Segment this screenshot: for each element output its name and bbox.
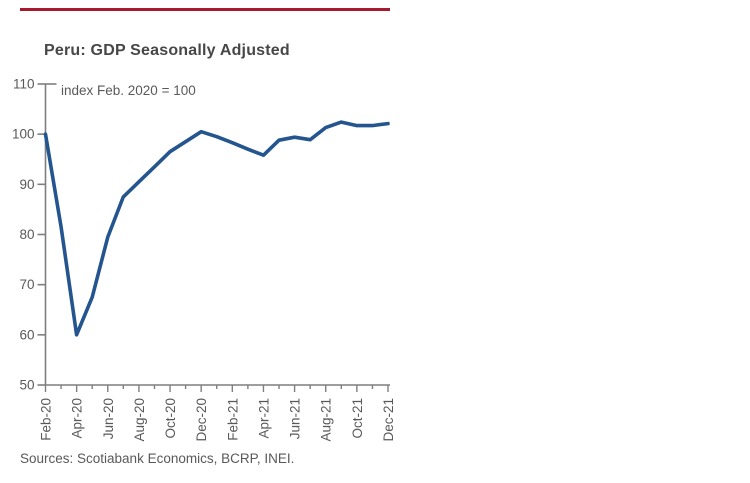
y-tick-label: 100 — [12, 127, 35, 142]
x-tick-label: Apr-21 — [256, 398, 271, 439]
y-tick-label: 70 — [19, 277, 34, 292]
x-tick-label: Apr-20 — [70, 398, 85, 439]
y-tick-label: 90 — [19, 177, 34, 192]
sources-note: Sources: Scotiabank Economics, BCRP, INE… — [20, 451, 295, 466]
y-tick-label: 60 — [19, 327, 34, 342]
accent-rule — [20, 8, 390, 11]
x-tick-label: Aug-20 — [132, 398, 147, 442]
gdp-series-line — [43, 120, 390, 337]
x-tick-label: Oct-21 — [350, 398, 365, 439]
x-tick-label: Feb-21 — [225, 398, 240, 441]
x-tick-label: Aug-21 — [319, 398, 334, 442]
chart-title: Peru: GDP Seasonally Adjusted — [44, 42, 290, 59]
x-tick-label: Feb-20 — [39, 398, 54, 441]
x-tick-label: Jun-21 — [288, 398, 303, 439]
gdp-line-chart: 50 60 70 80 90 100 110 Feb-20 Apr-20 Jun-20 Aug-20… — [12, 77, 396, 442]
x-tick-label: Oct-20 — [163, 398, 178, 439]
y-tick-label: 50 — [19, 378, 34, 393]
y-tick-label: 110 — [13, 77, 35, 92]
index-note: index Feb. 2020 = 100 — [61, 83, 196, 98]
x-tick-label: Jun-20 — [101, 398, 116, 439]
y-tick-label: 80 — [19, 227, 34, 242]
x-tick-label: Dec-20 — [194, 398, 209, 442]
x-tick-label: Dec-21 — [381, 398, 396, 442]
